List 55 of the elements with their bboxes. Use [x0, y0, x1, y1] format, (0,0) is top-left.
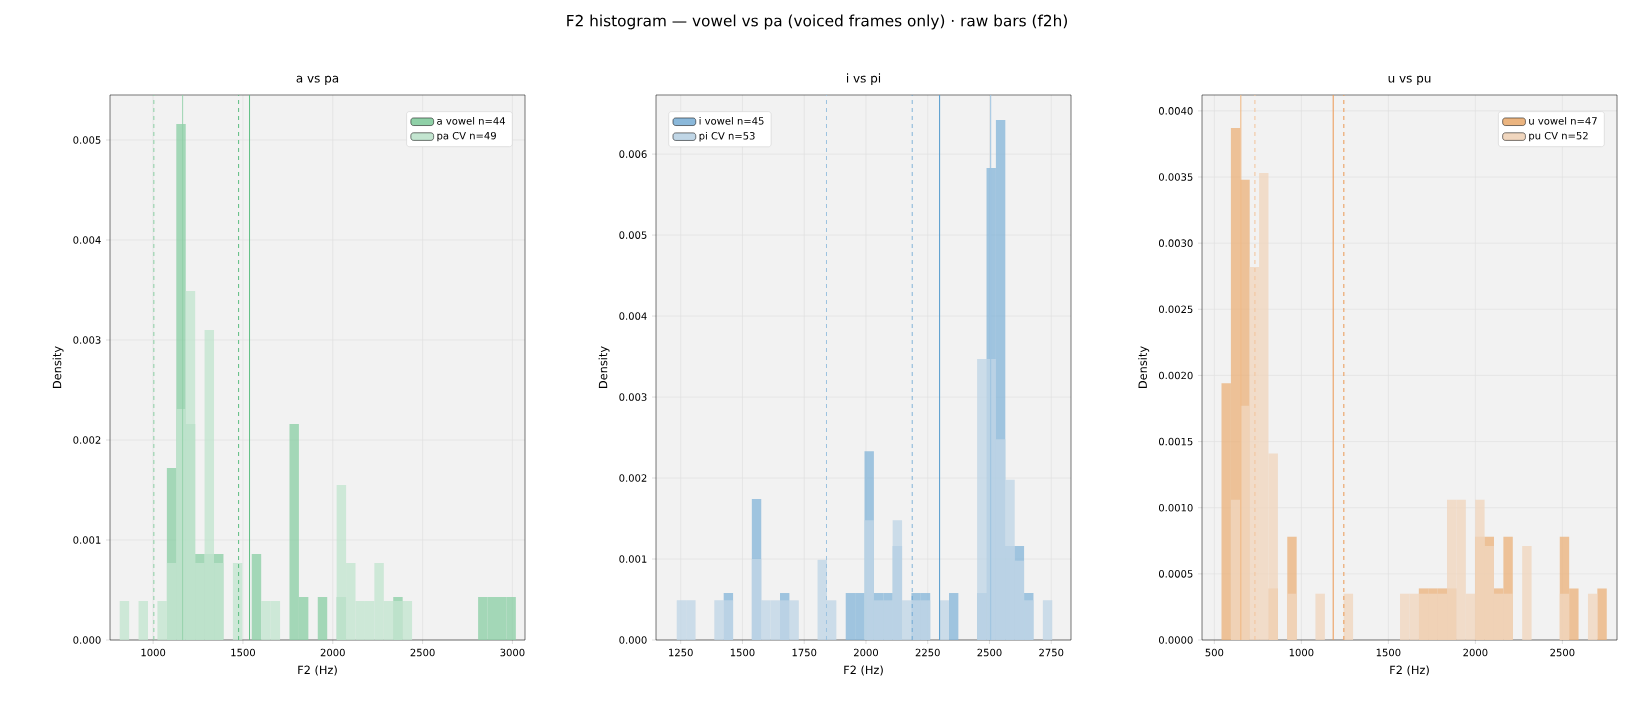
x-tick-label: 1000 — [141, 648, 166, 657]
y-axis-title: Density — [52, 346, 64, 388]
x-tick-label: 1500 — [730, 648, 755, 657]
y-tick-label: 0.0020 — [1158, 371, 1193, 380]
legend-label: pa CV n=49 — [437, 131, 496, 142]
legend-label: u vowel n=47 — [1529, 116, 1597, 125]
y-tick-label: 0.002 — [73, 436, 101, 444]
x-tick-label: 1750 — [792, 648, 817, 657]
y-tick-label: 0.003 — [73, 336, 101, 344]
y-tick-label: 0.0005 — [1158, 570, 1193, 578]
legend-label: i vowel n=45 — [699, 116, 764, 125]
y-tick-label: 0.001 — [619, 555, 647, 563]
legend-label: pu CV n=52 — [1529, 131, 1588, 142]
x-tick-label: 500 — [1205, 648, 1224, 657]
x-axis-title: F2 (Hz) — [1390, 665, 1429, 676]
x-tick-label: 2500 — [410, 648, 435, 657]
x-tick-label: 2000 — [320, 648, 345, 657]
y-axis-title: Density — [598, 346, 610, 388]
x-tick-label: 2000 — [853, 648, 879, 657]
chart-title: i vs pi — [847, 73, 881, 85]
y-tick-label: 0.0000 — [1158, 636, 1193, 644]
y-tick-label: 0.001 — [73, 536, 101, 544]
y-tick-label: 0.0040 — [1158, 107, 1193, 115]
chart-title: a vs pa — [296, 75, 339, 85]
chart-title: u vs pu — [1388, 75, 1431, 85]
x-tick-label: 2000 — [1463, 648, 1488, 657]
y-tick-label: 0.0025 — [1158, 305, 1193, 314]
y-tick-label: 0.005 — [619, 231, 647, 239]
x-tick-label: 2500 — [977, 648, 1002, 657]
x-tick-label: 3000 — [500, 648, 525, 657]
x-tick-label: 1250 — [669, 648, 693, 657]
y-tick-label: 0.003 — [619, 393, 647, 401]
y-tick-label: 0.006 — [619, 150, 647, 158]
legend-label: a vowel n=44 — [437, 116, 506, 125]
x-tick-label: 1000 — [1289, 648, 1314, 657]
text: F2 histogram — vowel vs pa (voiced frames only) · raw bars (f2h) — [567, 14, 1067, 30]
y-tick-label: 0.004 — [619, 312, 647, 320]
y-tick-label: 0.005 — [73, 136, 101, 144]
x-axis-title: F2 (Hz) — [844, 665, 883, 676]
legend-label: pi CV n=53 — [699, 131, 755, 142]
y-tick-label: 0.0035 — [1158, 173, 1193, 181]
x-axis-title: F2 (Hz) — [298, 665, 337, 676]
x-tick-label: 2750 — [1039, 648, 1064, 657]
y-axis-title: Density — [1138, 346, 1150, 388]
y-tick-label: 0.004 — [73, 236, 101, 244]
y-tick-label: 0.002 — [619, 474, 647, 482]
y-tick-label: 0.0015 — [1158, 437, 1193, 446]
x-tick-label: 2250 — [915, 648, 940, 657]
y-tick-label: 0.0010 — [1158, 503, 1193, 512]
x-tick-label: 2500 — [1550, 648, 1575, 657]
y-tick-label: 0.000 — [619, 636, 647, 644]
x-tick-label: 1500 — [1376, 648, 1401, 657]
x-tick-label: 1500 — [231, 648, 255, 657]
y-tick-label: 0.000 — [73, 636, 101, 644]
y-tick-label: 0.0030 — [1158, 239, 1193, 247]
